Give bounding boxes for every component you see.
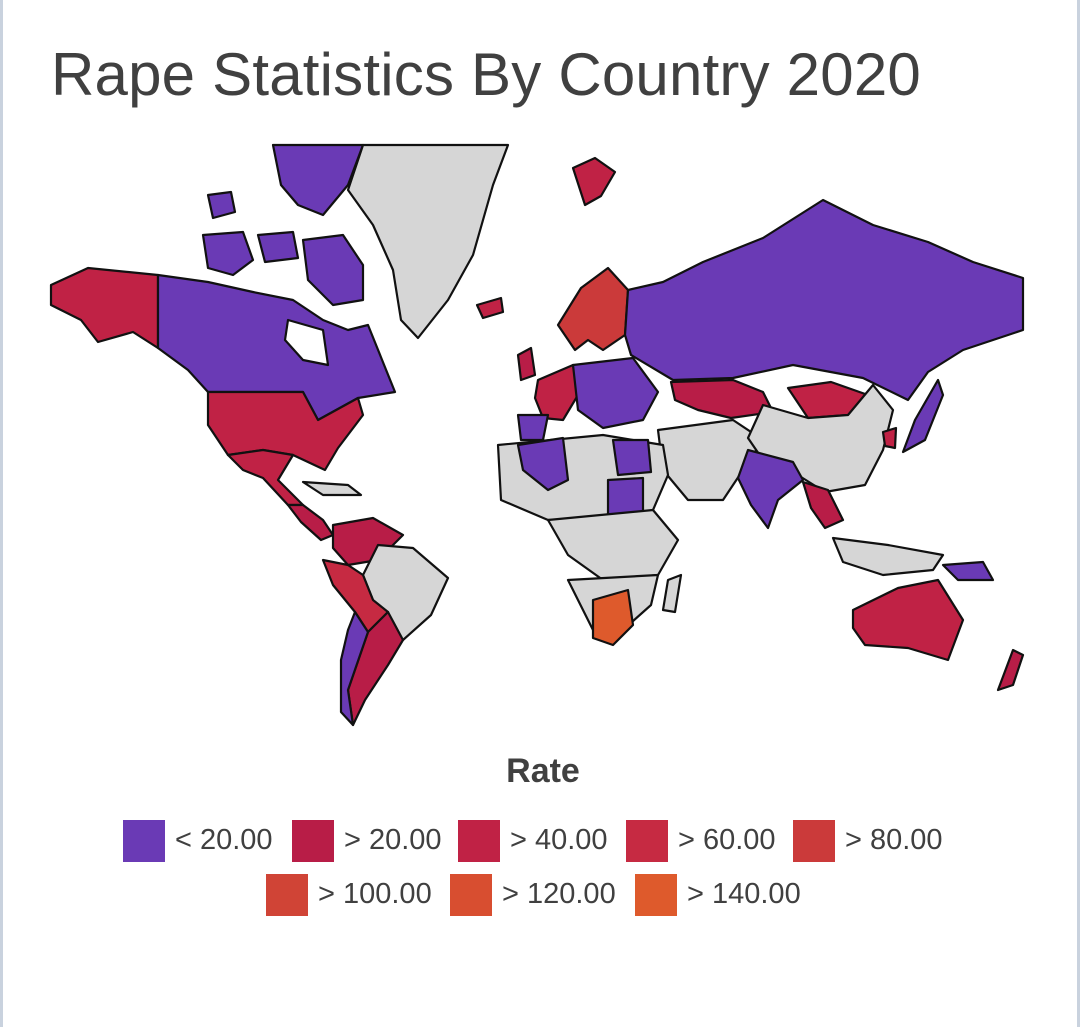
region-greenland[interactable]: [346, 143, 510, 340]
region-sudan[interactable]: [606, 476, 645, 517]
region-australia[interactable]: [851, 578, 965, 662]
legend-label: > 80.00: [845, 824, 943, 856]
legend-label: > 20.00: [344, 824, 442, 856]
region-caribbean[interactable]: [301, 480, 363, 497]
region-scandinavia[interactable]: [556, 266, 630, 352]
region-canada-islands-small[interactable]: [206, 190, 237, 220]
legend-swatch: [123, 820, 165, 862]
world-map: [49, 143, 1025, 727]
region-kazakhstan[interactable]: [669, 378, 775, 420]
hudson-bay: [283, 318, 330, 367]
legend-label: > 60.00: [678, 824, 776, 856]
legend-label: > 100.00: [318, 878, 432, 910]
region-canada-islands-west[interactable]: [201, 230, 255, 277]
region-madagascar[interactable]: [661, 573, 683, 614]
legend-swatch: [635, 874, 677, 916]
region-central-africa[interactable]: [546, 508, 680, 582]
map-title: Rape Statistics By Country 2020: [51, 41, 921, 108]
legend-swatch: [292, 820, 334, 862]
region-uk[interactable]: [516, 346, 537, 382]
legend-swatch: [626, 820, 668, 862]
region-usa[interactable]: [206, 390, 365, 472]
region-iceland[interactable]: [475, 296, 505, 320]
legend-label: > 40.00: [510, 824, 608, 856]
region-canada-arctic-islands[interactable]: [271, 143, 365, 217]
legend-label: > 120.00: [502, 878, 616, 910]
legend-label: < 20.00: [175, 824, 273, 856]
region-india[interactable]: [736, 448, 805, 530]
region-western-europe[interactable]: [533, 363, 580, 422]
region-russia[interactable]: [623, 198, 1025, 402]
region-alaska[interactable]: [49, 266, 160, 350]
legend-swatch: [266, 874, 308, 916]
region-korea[interactable]: [881, 426, 898, 450]
region-indonesia[interactable]: [831, 536, 945, 577]
region-central-america[interactable]: [286, 503, 335, 542]
region-canada-baffin[interactable]: [301, 233, 365, 307]
region-egypt[interactable]: [611, 438, 653, 477]
legend-swatch: [458, 820, 500, 862]
region-svalbard[interactable]: [571, 156, 617, 207]
region-canada-islands-mid[interactable]: [256, 230, 300, 264]
region-new-zealand[interactable]: [996, 648, 1025, 692]
region-se-asia[interactable]: [801, 480, 845, 530]
legend-swatch: [793, 820, 835, 862]
region-png[interactable]: [941, 560, 995, 582]
region-canada[interactable]: [156, 273, 397, 422]
region-japan[interactable]: [901, 378, 945, 454]
legend-swatch: [450, 874, 492, 916]
legend-title: Rate: [506, 752, 580, 790]
region-chile[interactable]: [339, 610, 370, 727]
region-iberia[interactable]: [516, 413, 550, 442]
legend-label: > 140.00: [687, 878, 801, 910]
region-south-africa[interactable]: [591, 588, 635, 647]
region-central-europe[interactable]: [571, 356, 660, 430]
region-northwest-africa[interactable]: [516, 436, 570, 492]
region-mexico[interactable]: [226, 448, 305, 507]
